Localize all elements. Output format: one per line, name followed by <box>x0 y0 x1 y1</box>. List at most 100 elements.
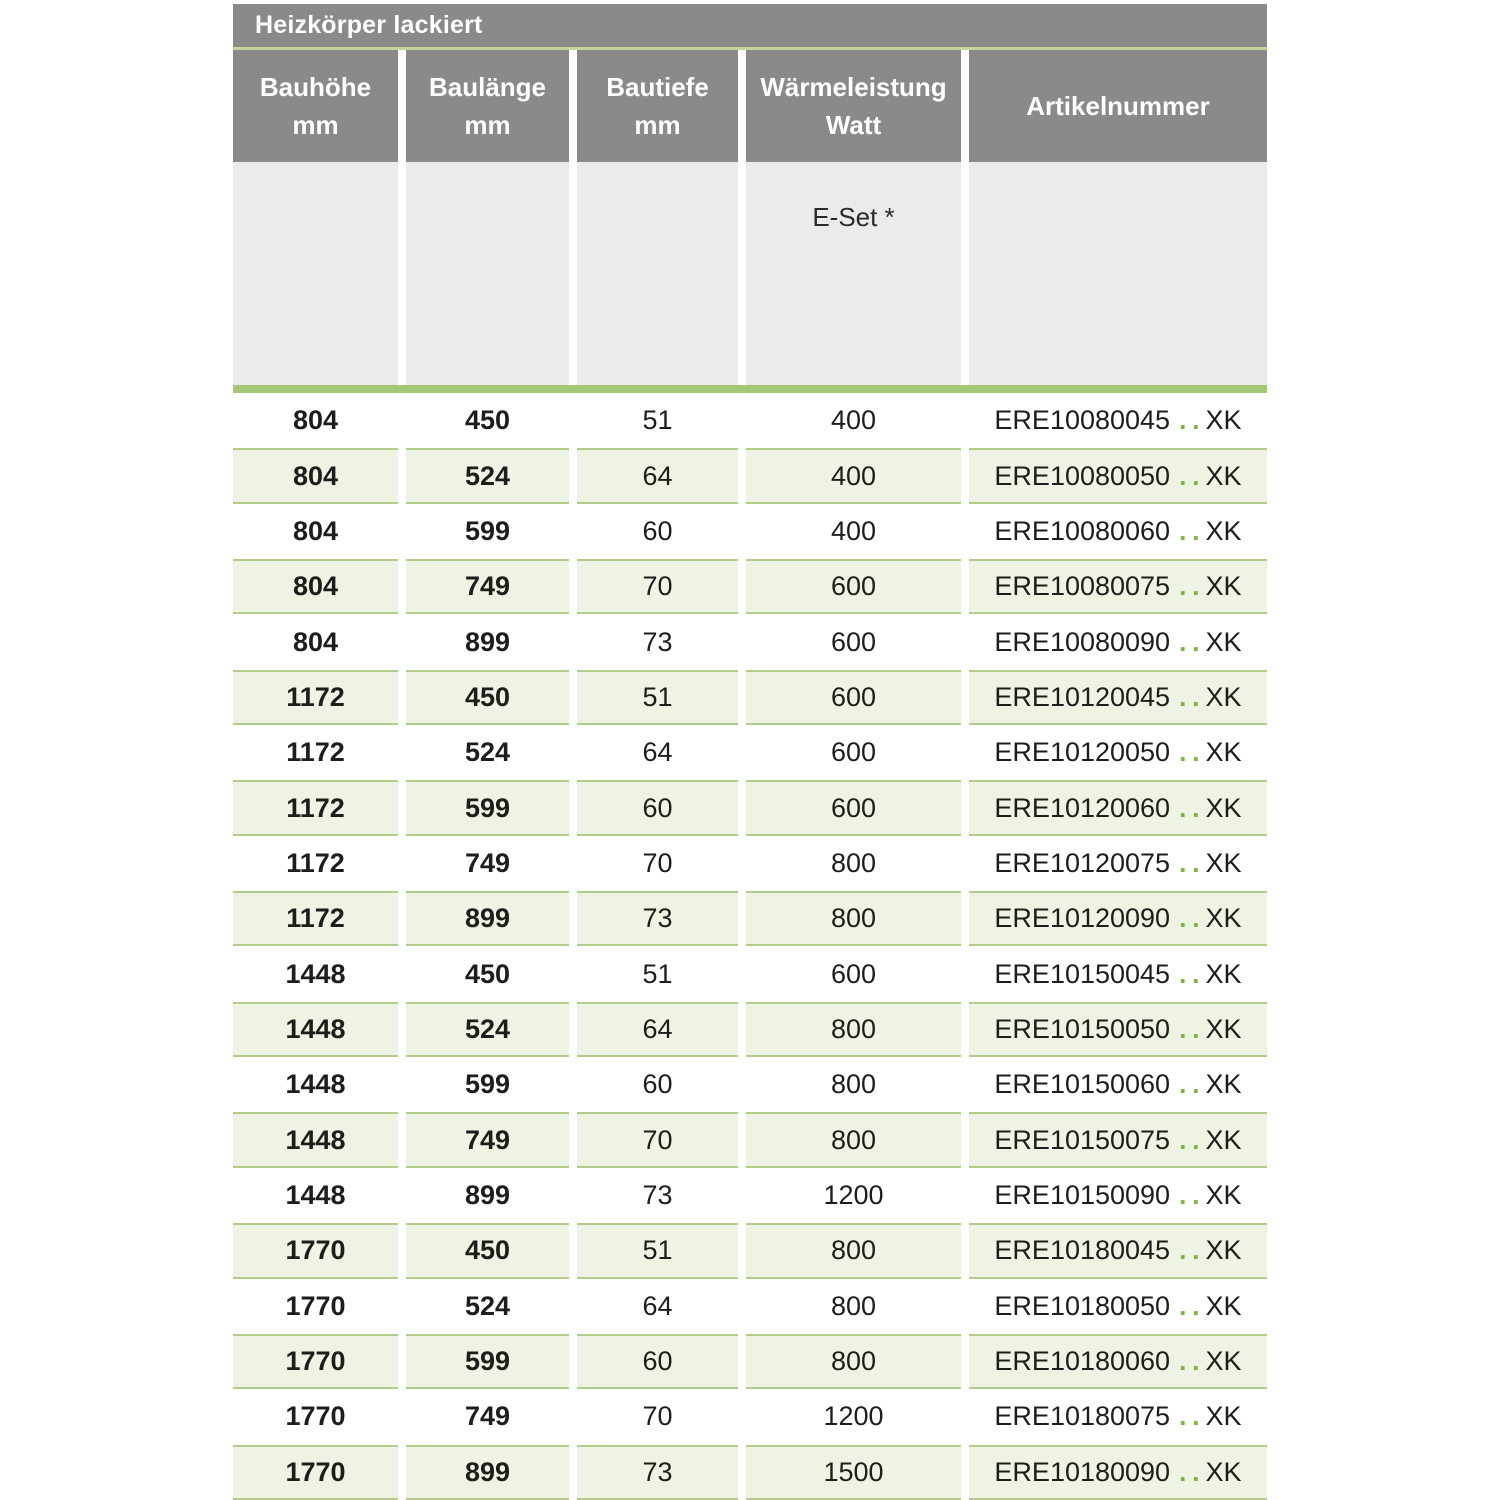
column-header-label: Artikelnummer <box>1026 91 1210 121</box>
cell-artikelnummer: ERE10080090 .. XK <box>969 614 1267 670</box>
cell-artikelnummer: ERE10080060 .. XK <box>969 503 1267 560</box>
artikel-prefix: ERE10150075 <box>994 1124 1171 1155</box>
artikel-placeholder-dots: .. <box>1179 1013 1206 1044</box>
cell-bautiefe: 51 <box>577 946 738 1002</box>
cell-waermeleistung: 600 <box>746 725 961 781</box>
table-row: 1770 899 73 1500 ERE10180090 .. XK <box>233 1444 1267 1500</box>
cell-bauhoehe: 1172 <box>233 780 398 836</box>
subheader-row: E-Set * <box>233 162 1267 385</box>
cell-baulaenge: 599 <box>406 1333 569 1390</box>
table-title-bar: Heizkörper lackiert <box>233 4 1267 47</box>
table-row: 1448 599 60 800 ERE10150060 .. XK <box>233 1057 1267 1113</box>
table-title: Heizkörper lackiert <box>255 11 483 39</box>
artikel-suffix: XK <box>1205 1235 1242 1266</box>
subheader-cell-bautiefe <box>577 162 738 385</box>
table-row: 1172 524 64 600 ERE10120050 .. XK <box>233 725 1267 781</box>
artikel-prefix: ERE10120075 <box>994 847 1171 878</box>
cell-bauhoehe: 804 <box>233 393 398 449</box>
artikel-prefix: ERE10150050 <box>994 1013 1171 1044</box>
subheader-cell-baulaenge <box>406 162 569 385</box>
table-row: 804 524 64 400 ERE10080050 .. XK <box>233 448 1267 504</box>
artikel-prefix: ERE10150045 <box>994 958 1171 989</box>
artikel-placeholder-dots: .. <box>1179 1124 1206 1155</box>
e-set-note: E-Set * <box>812 202 895 232</box>
artikel-suffix: XK <box>1205 958 1242 989</box>
artikel-placeholder-dots: .. <box>1179 792 1206 823</box>
artikel-prefix: ERE10150090 <box>994 1179 1171 1210</box>
artikel-suffix: XK <box>1205 1069 1242 1100</box>
cell-artikelnummer: ERE10150075 .. XK <box>969 1112 1267 1168</box>
table-body: 804 450 51 400 ERE10080045 .. XK 804 524… <box>233 393 1267 1500</box>
cell-waermeleistung: 800 <box>746 891 961 947</box>
artikel-suffix: XK <box>1205 737 1242 768</box>
cell-artikelnummer: ERE10150045 .. XK <box>969 946 1267 1002</box>
cell-baulaenge: 524 <box>406 1001 569 1058</box>
cell-waermeleistung: 400 <box>746 503 961 560</box>
cell-bautiefe: 64 <box>577 725 738 781</box>
table-row: 804 749 70 600 ERE10080075 .. XK <box>233 559 1267 615</box>
cell-artikelnummer: ERE10080050 .. XK <box>969 448 1267 504</box>
artikel-prefix: ERE10180050 <box>994 1290 1171 1321</box>
green-divider-bar <box>233 385 1267 393</box>
artikel-placeholder-dots: .. <box>1179 571 1206 602</box>
table-row: 1448 749 70 800 ERE10150075 .. XK <box>233 1112 1267 1168</box>
artikel-suffix: XK <box>1205 405 1242 436</box>
cell-bautiefe: 70 <box>577 1112 738 1168</box>
cell-baulaenge: 899 <box>406 1167 569 1224</box>
artikel-suffix: XK <box>1205 1456 1242 1487</box>
artikel-suffix: XK <box>1205 1013 1242 1044</box>
artikel-prefix: ERE10120060 <box>994 792 1171 823</box>
subheader-cell-artikelnummer <box>969 162 1267 385</box>
cell-waermeleistung: 800 <box>746 1278 961 1334</box>
cell-bauhoehe: 1448 <box>233 1112 398 1168</box>
artikel-placeholder-dots: .. <box>1179 737 1206 768</box>
cell-baulaenge: 899 <box>406 1444 569 1500</box>
artikel-placeholder-dots: .. <box>1179 1456 1206 1487</box>
cell-artikelnummer: ERE10150050 .. XK <box>969 1001 1267 1058</box>
cell-bautiefe: 60 <box>577 1057 738 1113</box>
artikel-suffix: XK <box>1205 792 1242 823</box>
cell-artikelnummer: ERE10150090 .. XK <box>969 1167 1267 1224</box>
cell-bautiefe: 64 <box>577 1001 738 1058</box>
artikel-placeholder-dots: .. <box>1179 1290 1206 1321</box>
cell-artikelnummer: ERE10180050 .. XK <box>969 1278 1267 1334</box>
cell-baulaenge: 524 <box>406 1278 569 1334</box>
cell-artikelnummer: ERE10180060 .. XK <box>969 1333 1267 1390</box>
artikel-prefix: ERE10120045 <box>994 681 1171 712</box>
cell-waermeleistung: 600 <box>746 946 961 1002</box>
artikel-prefix: ERE10080045 <box>994 405 1171 436</box>
cell-baulaenge: 524 <box>406 448 569 504</box>
cell-waermeleistung: 1200 <box>746 1167 961 1224</box>
cell-bautiefe: 73 <box>577 614 738 670</box>
artikel-prefix: ERE10150060 <box>994 1069 1171 1100</box>
cell-waermeleistung: 400 <box>746 448 961 504</box>
cell-bauhoehe: 1448 <box>233 1057 398 1113</box>
cell-bautiefe: 70 <box>577 1389 738 1445</box>
table-row: 804 899 73 600 ERE10080090 .. XK <box>233 614 1267 670</box>
cell-bautiefe: 51 <box>577 669 738 726</box>
cell-bautiefe: 64 <box>577 448 738 504</box>
cell-baulaenge: 450 <box>406 669 569 726</box>
cell-waermeleistung: 600 <box>746 614 961 670</box>
cell-bauhoehe: 1770 <box>233 1278 398 1334</box>
artikel-suffix: XK <box>1205 571 1242 602</box>
cell-bautiefe: 70 <box>577 559 738 615</box>
cell-baulaenge: 599 <box>406 780 569 836</box>
artikel-placeholder-dots: .. <box>1179 958 1206 989</box>
cell-waermeleistung: 1500 <box>746 1444 961 1500</box>
artikel-prefix: ERE10080090 <box>994 626 1171 657</box>
artikel-placeholder-dots: .. <box>1179 903 1206 934</box>
cell-bauhoehe: 1770 <box>233 1444 398 1500</box>
cell-bauhoehe: 804 <box>233 503 398 560</box>
column-header-waermeleistung: Wärmeleistung Watt <box>746 50 961 162</box>
cell-baulaenge: 749 <box>406 835 569 892</box>
column-header-unit: mm <box>292 110 339 140</box>
column-header-label: Bautiefe <box>606 72 709 102</box>
artikel-prefix: ERE10180060 <box>994 1346 1171 1377</box>
table-row: 1770 749 70 1200 ERE10180075 .. XK <box>233 1389 1267 1445</box>
spec-table: Heizkörper lackiert Bauhöhe mm Baulänge … <box>233 4 1267 1500</box>
cell-artikelnummer: ERE10180075 .. XK <box>969 1389 1267 1445</box>
title-underline <box>233 47 1267 50</box>
table-row: 1172 749 70 800 ERE10120075 .. XK <box>233 835 1267 892</box>
cell-bautiefe: 73 <box>577 891 738 947</box>
